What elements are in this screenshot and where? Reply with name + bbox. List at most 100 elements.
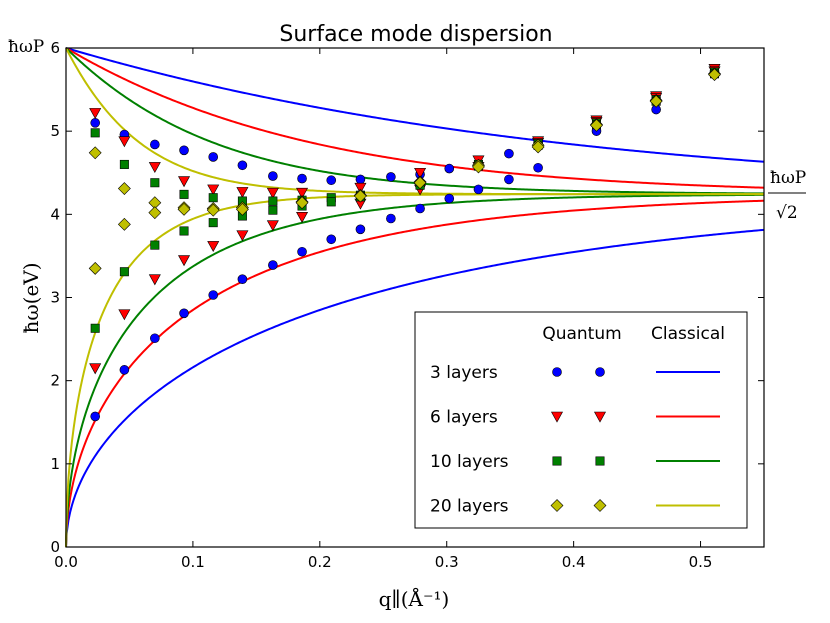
quantum-point	[472, 160, 485, 174]
y-tick-label: 5	[50, 122, 60, 140]
quantum-point	[296, 212, 309, 223]
quantum-point	[90, 323, 100, 333]
quantum-point	[268, 205, 278, 215]
quantum-point	[354, 182, 367, 194]
quantum-point	[326, 197, 336, 207]
legend-marker	[552, 367, 562, 377]
quantum-point	[150, 178, 160, 188]
quantum-point	[444, 163, 455, 174]
x-tick-label: 0.5	[689, 553, 713, 571]
legend-marker	[593, 499, 607, 512]
legend-marker	[550, 411, 564, 423]
quantum-point	[178, 255, 191, 267]
legend-label: 10 layers	[430, 452, 509, 472]
legend-marker	[550, 499, 564, 512]
quantum-point	[266, 220, 279, 232]
legend-label: 6 layers	[430, 408, 498, 428]
quantum-point	[119, 365, 130, 375]
classical-curves	[65, 47, 765, 548]
quantum-point	[148, 162, 161, 174]
quantum-point	[119, 159, 129, 169]
legend-label: 3 layers	[430, 363, 498, 383]
quantum-point	[117, 182, 131, 195]
x-tick-label: 0.3	[435, 553, 459, 571]
quantum-point	[236, 187, 249, 199]
quantum-point	[649, 94, 663, 108]
legend-header-quantum: Quantum	[542, 324, 621, 344]
y-tick-label: 6	[50, 39, 60, 57]
legend-marker	[595, 367, 605, 377]
quantum-point	[268, 196, 278, 206]
quantum-point	[444, 193, 455, 204]
quantum-point	[117, 217, 131, 231]
quantum-point	[119, 267, 129, 277]
x-tick-label: 0.0	[54, 553, 78, 571]
y-tick-label: 0	[50, 538, 60, 556]
quantum-point	[504, 148, 514, 159]
plasma-energy-label: ħωP	[8, 37, 44, 57]
legend-marker	[593, 411, 607, 423]
quantum-point	[208, 290, 219, 300]
quantum-point	[326, 234, 337, 245]
quantum-point	[297, 246, 307, 257]
quantum-point	[179, 189, 189, 199]
quantum-point	[590, 118, 603, 132]
legend-rows: 3 layers 6 layers 10 layers 20 layers	[430, 363, 720, 517]
quantum-point	[179, 308, 189, 319]
quantum-point	[297, 173, 307, 184]
classical-curve-lower	[65, 193, 764, 548]
quantum-point	[88, 146, 102, 160]
y-tick-label: 2	[50, 372, 60, 390]
legend-label: 20 layers	[430, 497, 509, 517]
axis-ticks: 0.0 0.1 0.2 0.3 0.4 0.5 0 1 2 3 4 5 6	[50, 39, 764, 571]
quantum-point	[354, 189, 367, 203]
quantum-point	[208, 193, 218, 203]
legend-marker	[552, 456, 562, 466]
quantum-point	[148, 274, 161, 286]
quantum-point	[89, 108, 102, 119]
classical-curve-lower	[65, 193, 765, 548]
quantum-point	[355, 224, 366, 235]
plot-frame	[65, 47, 765, 548]
classical-curve-upper	[65, 47, 765, 189]
quantum-point	[268, 260, 278, 270]
y-tick-label: 4	[50, 205, 60, 223]
classical-curve-lower	[65, 228, 765, 548]
classical-curve-lower	[65, 199, 765, 548]
quantum-point	[207, 241, 220, 253]
quantum-point	[473, 184, 484, 195]
quantum-point	[413, 176, 427, 190]
quantum-point	[415, 203, 425, 214]
y-axis-label: ħω(eV)	[19, 262, 43, 333]
x-tick-label: 0.1	[181, 553, 205, 571]
quantum-point	[296, 187, 309, 199]
legend: Quantum Classical 3 layers 6 layers 10 lay…	[414, 311, 748, 529]
quantum-point	[237, 274, 248, 285]
x-tick-label: 0.2	[308, 553, 332, 571]
chart-title: Surface mode dispersion	[279, 22, 552, 47]
quantum-point	[504, 174, 514, 185]
quantum-point	[266, 187, 279, 199]
quantum-point	[90, 128, 100, 138]
quantum-point	[178, 176, 191, 188]
quantum-point	[208, 218, 218, 228]
surface-limit-denominator: √2	[776, 203, 798, 223]
x-tick-label: 0.4	[562, 553, 586, 571]
quantum-point	[237, 160, 248, 171]
y-tick-label: 3	[50, 289, 60, 307]
quantum-point	[118, 136, 131, 148]
legend-marker	[595, 456, 605, 466]
quantum-point	[90, 118, 100, 128]
quantum-point	[386, 172, 396, 182]
legend-header-classical: Classical	[651, 324, 725, 344]
quantum-point	[150, 333, 160, 344]
quantum-point	[386, 213, 396, 224]
quantum-point	[236, 230, 249, 242]
quantum-point	[179, 226, 189, 236]
quantum-point	[708, 68, 721, 82]
quantum-point	[150, 240, 160, 250]
quantum-point	[179, 145, 189, 156]
quantum-point	[531, 140, 545, 154]
quantum-markers	[88, 63, 721, 422]
